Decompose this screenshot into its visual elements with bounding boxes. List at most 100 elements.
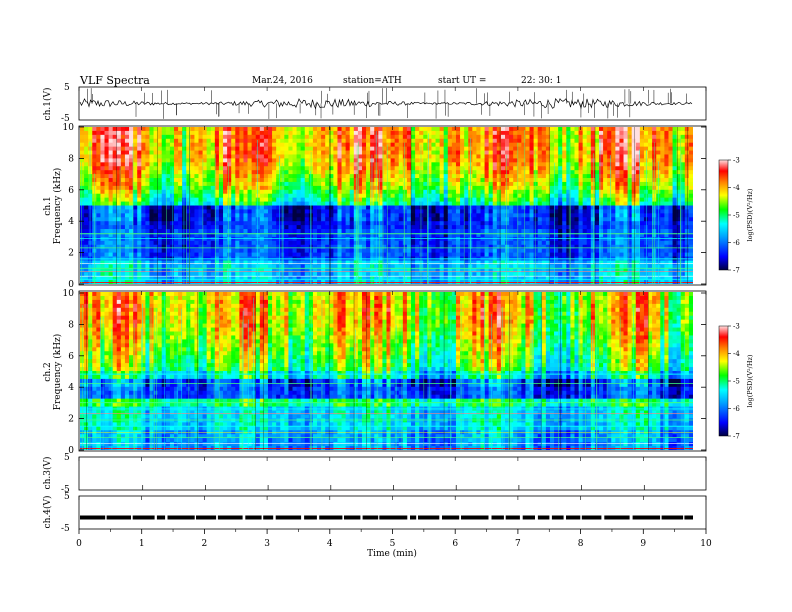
- spectrogram-cell: [173, 272, 179, 277]
- spectrogram-cell: [321, 174, 326, 179]
- spectrogram-cell: [325, 236, 330, 242]
- spectrogram-cell: [116, 166, 122, 171]
- spectrogram-cell: [578, 170, 584, 175]
- spectrogram-cell: [480, 185, 485, 191]
- spectrogram-cell: [533, 150, 539, 155]
- spectrogram-cell: [288, 240, 293, 246]
- spectrogram-cell: [329, 205, 334, 210]
- spectrogram-cell: [227, 166, 232, 171]
- spectrogram-cell: [484, 209, 490, 214]
- spectrogram-cell: [149, 138, 154, 144]
- spectrogram-cell: [509, 138, 514, 144]
- spectrogram-cell: [206, 146, 212, 151]
- spectrogram-cell: [488, 166, 494, 171]
- spectrogram-cell: [243, 244, 248, 250]
- spectrogram-cell: [366, 236, 371, 242]
- spectrogram-cell: [259, 213, 265, 218]
- spectrogram-cell: [460, 170, 465, 175]
- spectrogram-cell: [378, 248, 383, 254]
- spectrogram-cell: [317, 181, 322, 187]
- spectrogram-cell: [108, 189, 114, 195]
- spectrogram-cell: [202, 181, 208, 187]
- spectrogram-cell: [333, 181, 338, 187]
- spectrogram-cell: [570, 229, 575, 234]
- spectrogram-cell: [198, 232, 203, 238]
- spectrogram-cell: [267, 205, 273, 210]
- spectrogram-cell: [149, 162, 154, 167]
- spectrogram-cell: [149, 236, 154, 242]
- spectrogram-cell: [566, 248, 571, 254]
- spectrogram-cell: [366, 268, 371, 273]
- spectrogram-cell: [488, 181, 494, 187]
- spectrogram-cell: [525, 221, 530, 226]
- spectrogram-cell: [337, 181, 342, 187]
- spectrogram-cell: [386, 209, 391, 214]
- spectrogram-cell: [566, 205, 571, 210]
- spectrogram-cell: [194, 166, 199, 171]
- spectrogram-cell: [153, 170, 159, 175]
- spectrogram-cell: [533, 166, 539, 171]
- spectrogram-cell: [492, 134, 498, 140]
- spectrogram-cell: [525, 154, 530, 159]
- spectrogram-cell: [431, 142, 436, 148]
- spectrogram-cell: [447, 150, 453, 155]
- spectrogram-cell: [96, 276, 101, 281]
- spectrogram-cell: [370, 229, 375, 234]
- spectrogram-cell: [149, 201, 154, 206]
- spectrogram-cell: [476, 240, 481, 246]
- spectrogram-cell: [161, 272, 167, 277]
- spectrogram-cell: [272, 272, 277, 277]
- spectrogram-cell: [169, 201, 175, 206]
- spectrogram-cell: [447, 244, 453, 250]
- spectrogram-cell: [141, 221, 146, 226]
- spectrogram-cell: [513, 221, 518, 226]
- spectrogram-cell: [165, 248, 171, 254]
- spectrogram-cell: [186, 268, 191, 273]
- spectrogram-cell: [529, 236, 535, 242]
- spectrogram-cell: [366, 225, 371, 230]
- spectrogram-cell: [267, 162, 273, 167]
- spectrogram-cell: [492, 229, 498, 234]
- spectrogram-cell: [361, 240, 367, 246]
- spectrogram-cell: [84, 193, 89, 199]
- spectrogram-cell: [382, 154, 387, 159]
- spectrogram-cell: [578, 205, 584, 210]
- spectrogram-cell: [202, 205, 208, 210]
- spectrogram-cell: [263, 185, 269, 191]
- spectrogram-cell: [263, 221, 269, 226]
- spectrogram-cell: [141, 127, 146, 132]
- spectrogram-cell: [276, 225, 281, 230]
- spectrogram-cell: [545, 174, 551, 179]
- spectrogram-cell: [124, 225, 130, 230]
- spectrogram-cell: [296, 138, 302, 144]
- spectrogram-cell: [206, 240, 212, 246]
- spectrogram-cell: [325, 229, 330, 234]
- spectrogram-cell: [513, 193, 518, 199]
- spectrogram-cell: [300, 209, 306, 214]
- spectrogram-cell: [472, 127, 477, 132]
- spectrogram-cell: [198, 185, 203, 191]
- spectrogram-cell: [80, 225, 85, 230]
- spectrogram-cell: [263, 248, 269, 254]
- spectrogram-cell: [411, 146, 416, 151]
- spectrogram-cell: [227, 213, 232, 218]
- spectrogram-cell: [447, 201, 453, 206]
- spectrogram-cell: [137, 240, 142, 246]
- spectrogram-cell: [390, 130, 396, 136]
- spectrogram-cell: [574, 197, 579, 202]
- spectrogram-cell: [247, 174, 253, 179]
- spectrogram-cell: [488, 189, 494, 195]
- spectrogram-cell: [431, 174, 436, 179]
- spectrogram-cell: [218, 185, 224, 191]
- spectrogram-cell: [517, 150, 522, 155]
- spectrogram-cell: [235, 166, 240, 171]
- spectrogram-cell: [545, 229, 551, 234]
- spectrogram-cell: [566, 268, 571, 273]
- spectrogram-cell: [509, 146, 514, 151]
- spectrogram-cell: [455, 174, 461, 179]
- spectrogram-cell: [398, 189, 404, 195]
- spectrogram-cell: [137, 264, 142, 269]
- spectrogram-cell: [554, 166, 559, 171]
- spectrogram-cell: [558, 127, 563, 132]
- spectrogram-cell: [120, 221, 126, 226]
